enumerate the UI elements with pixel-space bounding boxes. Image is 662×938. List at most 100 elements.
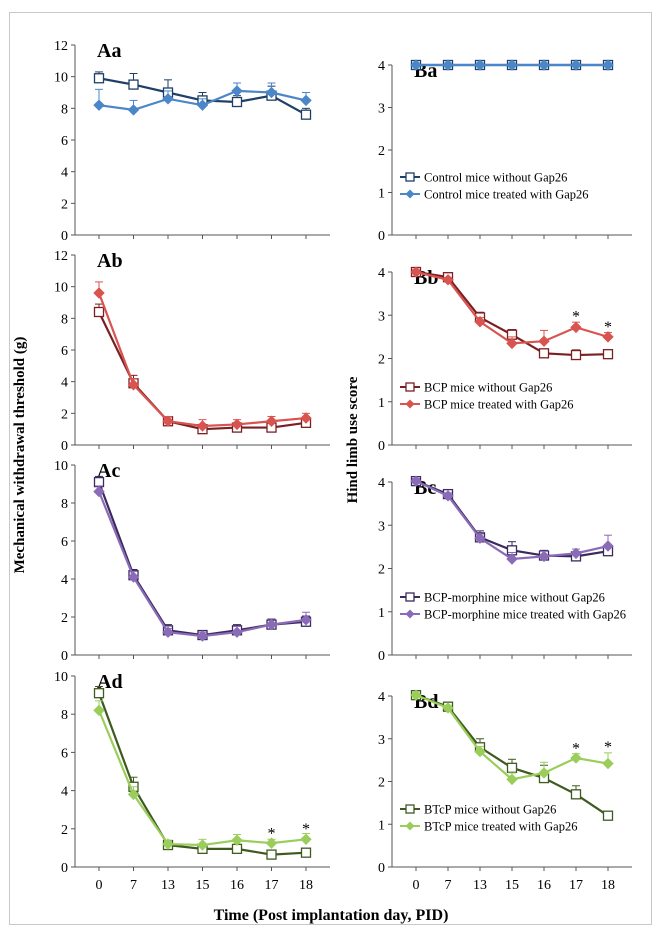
data-point-diamond — [196, 839, 209, 851]
data-point-diamond — [93, 99, 105, 111]
data-point-diamond — [570, 321, 582, 334]
y-tick-label: 2 — [378, 144, 385, 159]
data-point-diamond — [410, 59, 422, 71]
data-point-square — [570, 349, 582, 361]
legend-swatch-square — [405, 804, 415, 814]
y-tick-label: 8 — [61, 708, 68, 723]
data-point-diamond — [127, 379, 140, 391]
data-point-square — [231, 96, 243, 108]
data-point-square — [602, 349, 614, 360]
data-point-diamond — [300, 833, 312, 846]
data-point-diamond — [474, 59, 486, 71]
y-tick-label: 4 — [378, 266, 385, 281]
y-tick-label: 1 — [378, 606, 385, 621]
y-tick-label: 10 — [54, 281, 68, 296]
x-tick-label: 18 — [299, 878, 313, 893]
legend: BTcP mice without Gap26 BTcP mice treated… — [400, 803, 577, 834]
legend-entry: Control mice without Gap26 — [424, 171, 567, 185]
y-tick-label: 12 — [54, 39, 68, 54]
data-point-diamond — [538, 550, 550, 563]
x-tick-label: 7 — [445, 878, 452, 893]
data-point-square — [93, 73, 105, 84]
data-point-diamond — [231, 834, 243, 846]
data-point-diamond — [127, 104, 140, 116]
data-point-diamond — [602, 331, 614, 343]
y-tick-label: 8 — [61, 312, 68, 327]
data-point-diamond — [231, 85, 243, 97]
panel-ab: 0 2 4 6 8 10 12 Ab — [54, 249, 330, 454]
data-point-diamond — [231, 418, 243, 431]
legend-entry: BCP mice treated with Gap26 — [424, 398, 574, 412]
significance-star: * — [604, 739, 612, 756]
data-point-diamond — [474, 745, 486, 758]
series-with-gap26 — [93, 485, 312, 642]
y-tick-label: 10 — [54, 670, 68, 685]
series-with-gap26 — [93, 700, 312, 851]
y-tick-label: 10 — [54, 71, 68, 86]
series-with-gap26 — [410, 266, 614, 350]
data-point-diamond — [602, 757, 614, 770]
y-tick-label: 1 — [378, 396, 385, 411]
x-tick-label: 15 — [196, 878, 210, 893]
series-with-gap26 — [93, 281, 312, 432]
data-point-diamond — [93, 287, 105, 299]
significance-star: * — [302, 821, 310, 838]
data-point-diamond — [570, 59, 582, 71]
y-tick-label: 0 — [378, 649, 385, 664]
y-tick-label: 4 — [378, 59, 385, 74]
y-tick-label: 2 — [378, 563, 385, 578]
y-tick-label: 2 — [61, 611, 68, 626]
data-point-square — [128, 79, 139, 90]
data-point-square — [538, 348, 550, 359]
figure-frame — [9, 12, 652, 925]
y-tick-label: 4 — [378, 476, 385, 491]
data-point-square — [570, 789, 582, 800]
data-point-diamond — [602, 540, 614, 552]
data-point-diamond — [162, 626, 174, 638]
data-point-diamond — [474, 316, 486, 328]
series-with-gap26 — [410, 475, 614, 565]
x-tick-label: 17 — [569, 878, 583, 893]
data-point-square — [93, 688, 105, 699]
data-point-square — [266, 849, 277, 860]
y-tick-label: 3 — [378, 519, 385, 534]
data-point-diamond — [410, 475, 422, 487]
panel-ad: 0 2 4 6 8 10 0 7 13 15 16 17 18 Ad * * — [54, 670, 330, 893]
x-tick-label: 13 — [473, 878, 487, 893]
legend-swatch-diamond — [405, 189, 415, 199]
y-tick-label: 2 — [61, 823, 68, 838]
data-point-diamond — [162, 838, 174, 850]
data-point-diamond — [506, 337, 518, 350]
data-point-diamond — [265, 618, 278, 631]
y-tick-label: 6 — [61, 746, 68, 761]
legend-swatch-square — [405, 592, 415, 602]
y-axis-label-right: Hind limb use score — [345, 376, 361, 503]
x-tick-label: 7 — [130, 878, 137, 893]
y-tick-label: 0 — [378, 229, 385, 244]
y-tick-label: 0 — [378, 861, 385, 876]
data-point-square — [300, 847, 312, 858]
y-tick-label: 12 — [54, 249, 68, 264]
y-tick-label: 3 — [378, 102, 385, 117]
panel-aa: 0 2 4 6 8 10 12 Aa — [54, 39, 330, 244]
y-tick-label: 2 — [378, 776, 385, 791]
y-tick-label: 0 — [61, 439, 68, 454]
y-tick-label: 4 — [61, 785, 68, 800]
y-tick-label: 8 — [61, 102, 68, 117]
legend-swatch-diamond — [405, 399, 415, 409]
legend-swatch-square — [405, 382, 415, 392]
data-point-diamond — [442, 490, 454, 502]
data-point-diamond — [506, 773, 518, 786]
data-point-diamond — [442, 702, 454, 714]
panel-label: Aa — [97, 40, 121, 62]
data-point-diamond — [506, 553, 518, 565]
significance-star: * — [572, 308, 580, 325]
legend-entry: BCP-morphine mice treated with Gap26 — [424, 608, 626, 622]
y-tick-label: 6 — [61, 134, 68, 149]
data-point-diamond — [442, 274, 454, 286]
data-point-diamond — [538, 335, 550, 347]
